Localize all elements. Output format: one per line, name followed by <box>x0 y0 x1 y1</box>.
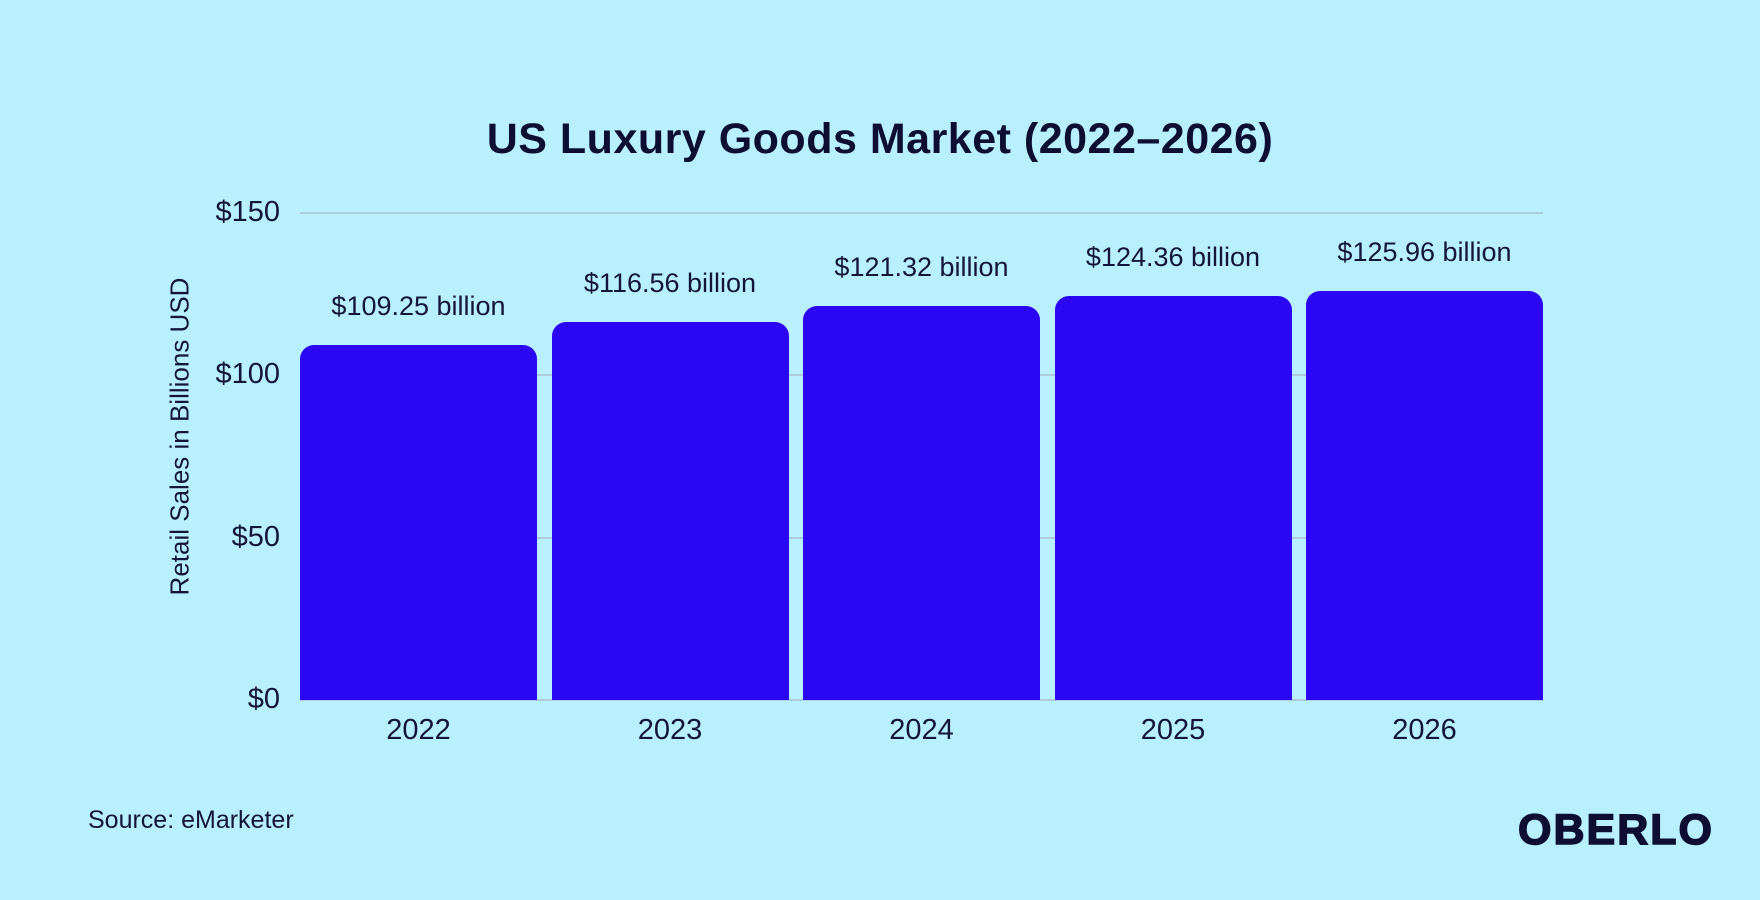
x-tick-label: 2023 <box>637 714 703 746</box>
source-note: Source: eMarketer <box>88 806 294 834</box>
bar-value-label: $124.36 billion <box>1085 242 1261 273</box>
y-tick-label: $100 <box>215 358 280 391</box>
oberlo-logo: OBERLO <box>1517 805 1714 855</box>
x-tick-label: 2024 <box>889 714 954 746</box>
gridline-150 <box>300 212 1543 214</box>
x-tick-label: 2022 <box>386 714 451 746</box>
y-axis-title: Retail Sales in Billions USD <box>164 277 195 596</box>
x-tick-label: 2025 <box>1140 714 1206 746</box>
bar-value-label: $109.25 billion <box>331 291 506 322</box>
chart-title: US Luxury Goods Market (2022–2026) <box>486 114 1274 163</box>
bar-value-label: $125.96 billion <box>1337 237 1512 268</box>
bar-2026 <box>1306 291 1543 700</box>
bar-2022 <box>300 345 537 700</box>
y-tick-label: $150 <box>215 196 280 228</box>
x-tick-label: 2026 <box>1392 714 1457 746</box>
gridline-0 <box>300 699 1543 701</box>
y-tick-label: $50 <box>231 520 280 553</box>
bar-value-label: $116.56 billion <box>583 267 757 298</box>
bar-2025 <box>1054 296 1292 700</box>
bar-2023 <box>551 321 789 700</box>
bar-2024 <box>803 306 1040 700</box>
bar-value-label: $121.32 billion <box>834 252 1009 283</box>
y-tick-label: $0 <box>247 683 280 715</box>
